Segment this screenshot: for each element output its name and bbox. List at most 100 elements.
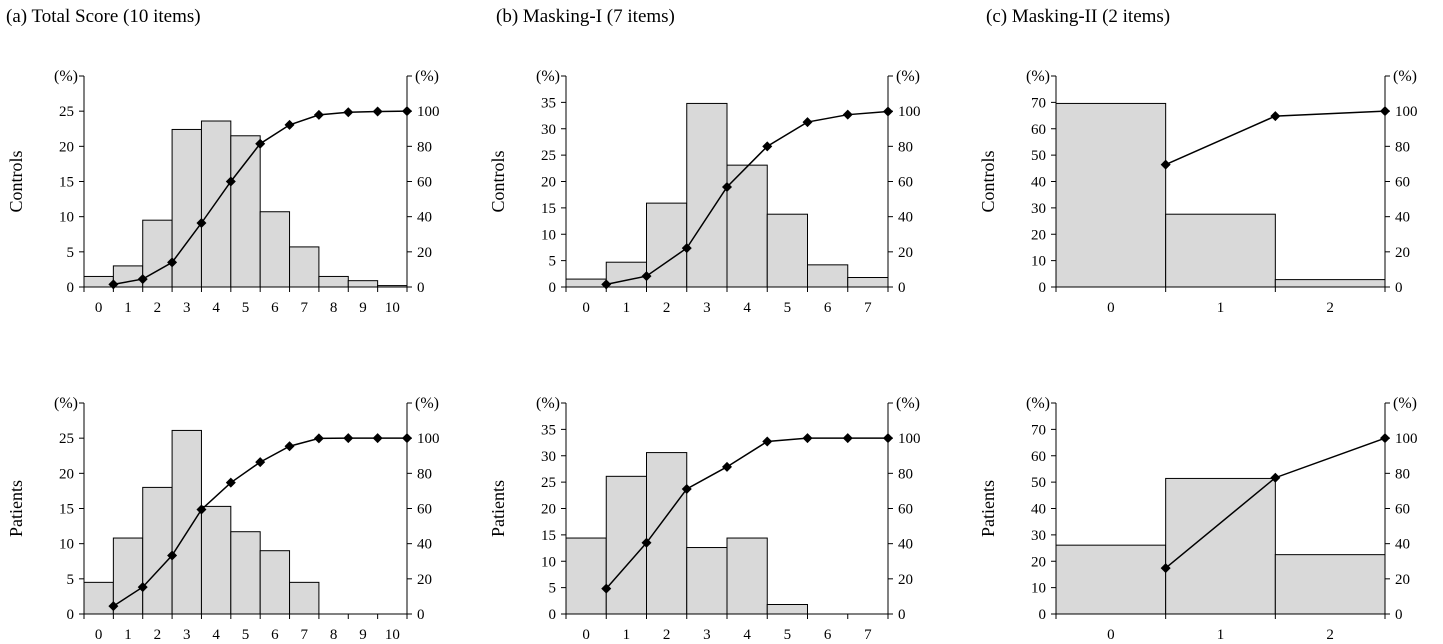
chart-b-patients-xtick-label-4: 4 bbox=[743, 627, 751, 643]
chart-b-patients-xtick-label-2: 2 bbox=[663, 627, 671, 643]
chart-c-patients-y2tick-label-100: 100 bbox=[1395, 431, 1418, 447]
chart-b-controls-cumulative-line bbox=[606, 110, 889, 286]
chart-c-controls-ytick-label-20: 20 bbox=[1031, 227, 1046, 243]
chart-a-patients-xtick-label-0: 0 bbox=[95, 627, 103, 643]
chart-a-controls-xtick-label-0: 0 bbox=[95, 300, 103, 316]
chart-a-patients-cumulative-point-9 bbox=[372, 433, 383, 444]
chart-b-patients-cumulative-point-6 bbox=[842, 433, 853, 444]
chart-a-controls-cumulative-point-6 bbox=[284, 119, 295, 130]
chart-b-controls-bar-6 bbox=[807, 264, 849, 288]
chart-b-patients-cumulative-line bbox=[605, 437, 888, 590]
chart-a-patients-xtick-label-7: 7 bbox=[300, 627, 308, 643]
chart-a-controls-ytick-label-10: 10 bbox=[59, 210, 74, 226]
chart-c-patients-xtick-label-2: 2 bbox=[1326, 627, 1334, 643]
chart-b-patients-cumulative-point-3 bbox=[722, 461, 732, 472]
chart-c-controls-bar-0 bbox=[1055, 102, 1167, 288]
chart-b-patients-ytick-label-15: 15 bbox=[541, 528, 556, 544]
chart-a-controls-cumulative-point-3 bbox=[196, 217, 207, 228]
chart-a-patients-y2tick-label-100: 100 bbox=[417, 431, 440, 447]
chart-b-patients-y2tick-label-100: 100 bbox=[898, 431, 921, 447]
chart-a-controls-xtick-label-4: 4 bbox=[212, 300, 220, 316]
chart-a-patients-cumulative-point-5 bbox=[255, 457, 266, 468]
chart-b-patients-xtick-label-5: 5 bbox=[784, 627, 792, 643]
chart-a-controls-right-unit-label: (%) bbox=[415, 68, 439, 85]
chart-a-patients-y2tick-label-20: 20 bbox=[417, 572, 432, 588]
chart-a-controls-xtick-label-1: 1 bbox=[124, 300, 132, 316]
chart-c-patients-ylabel: Patients bbox=[978, 480, 998, 537]
chart-a-controls-y2tick-label-40: 40 bbox=[417, 210, 432, 226]
chart-a-patients-xtick-label-3: 3 bbox=[183, 627, 191, 643]
chart-a-patients-bar-6 bbox=[259, 550, 291, 615]
chart-b-controls-bar-2 bbox=[646, 202, 688, 288]
chart-b-patients-xtick-label-6: 6 bbox=[824, 627, 832, 643]
chart-c-patients-right-unit-label: (%) bbox=[1393, 395, 1417, 412]
chart-c-patients-ytick-label-60: 60 bbox=[1031, 449, 1046, 465]
chart-b-patients-xtick-label-3: 3 bbox=[703, 627, 711, 643]
chart-b-controls-left-unit-label: (%) bbox=[536, 68, 560, 85]
chart-a-controls-xtick-label-3: 3 bbox=[183, 300, 191, 316]
chart-b-patients-y2tick-label-40: 40 bbox=[898, 537, 913, 553]
chart-b-controls-cumulative-point-4 bbox=[762, 141, 773, 152]
chart-b-patients-cumulative-point-1 bbox=[641, 537, 652, 548]
chart-a-controls-bar-9 bbox=[347, 280, 379, 288]
panel-title-c: (c) Masking-II (2 items) bbox=[986, 6, 1171, 27]
chart-c-patients-bar-0 bbox=[1055, 544, 1167, 615]
chart-c-patients-left-unit-label: (%) bbox=[1026, 395, 1050, 412]
chart-c-controls-right-unit-label: (%) bbox=[1393, 68, 1417, 85]
chart-b-patients-bar-3 bbox=[686, 547, 728, 615]
chart-b-controls-bar-0 bbox=[565, 278, 607, 288]
chart-b-patients-ytick-label-0: 0 bbox=[549, 607, 557, 623]
chart-a-controls-cumulative-point-1 bbox=[137, 274, 148, 285]
chart-b-patients-cumulative-point-7 bbox=[883, 433, 893, 444]
chart-a-controls-bar-4 bbox=[200, 120, 232, 288]
chart-b-controls-y2tick-label-40: 40 bbox=[898, 210, 913, 226]
chart-c-controls-xtick-label-2: 2 bbox=[1326, 300, 1334, 316]
chart-c-patients-y2tick-label-80: 80 bbox=[1395, 466, 1410, 482]
chart-b-controls-ytick-label-0: 0 bbox=[549, 280, 557, 296]
chart-b-controls-cumulative-point-5 bbox=[802, 117, 813, 128]
chart-c-controls-ytick-label-60: 60 bbox=[1031, 122, 1046, 138]
chart-b-controls-y2tick-label-20: 20 bbox=[898, 245, 913, 261]
chart-b-patients-ytick-label-20: 20 bbox=[541, 502, 556, 518]
chart-c-controls-ytick-label-10: 10 bbox=[1031, 254, 1046, 270]
chart-c-patients-cumulative-point-1 bbox=[1270, 472, 1281, 483]
chart-c-patients-ytick-label-30: 30 bbox=[1031, 528, 1046, 544]
chart-a-patients-xtick-label-9: 9 bbox=[359, 627, 367, 643]
chart-b-patients-ylabel: Patients bbox=[488, 480, 508, 537]
chart-b-controls-xtick-label-7: 7 bbox=[864, 300, 872, 316]
chart-b-controls-ytick-label-25: 25 bbox=[541, 148, 556, 164]
chart-a-patients-xtick-label-1: 1 bbox=[124, 627, 132, 643]
chart-a-patients-ytick-label-20: 20 bbox=[59, 466, 74, 482]
chart-a-patients-xtick-label-2: 2 bbox=[154, 627, 162, 643]
chart-b-controls-xtick-label-4: 4 bbox=[743, 300, 751, 316]
chart-c-controls-y2tick-label-0: 0 bbox=[1395, 280, 1403, 296]
chart-b-controls-cumulative-point-2 bbox=[681, 243, 692, 254]
chart-a-patients-ylabel: Patients bbox=[6, 480, 26, 537]
chart-a-controls-left-unit-label: (%) bbox=[54, 68, 78, 85]
chart-c-controls-left-unit-label: (%) bbox=[1026, 68, 1050, 85]
chart-b-patients-y2tick-label-80: 80 bbox=[898, 466, 913, 482]
chart-a-controls-xtick-label-8: 8 bbox=[330, 300, 338, 316]
chart-b-controls-ytick-label-10: 10 bbox=[541, 227, 556, 243]
chart-b-controls-xtick-label-1: 1 bbox=[623, 300, 631, 316]
chart-a-patients-xtick-label-10: 10 bbox=[385, 627, 400, 643]
chart-c-patients-y2tick-label-0: 0 bbox=[1395, 607, 1403, 623]
chart-b-patients-bar-1 bbox=[605, 475, 647, 615]
chart-b-patients-y2tick-label-0: 0 bbox=[898, 607, 906, 623]
chart-a-controls-cumulative-point-2 bbox=[167, 257, 178, 268]
chart-a-controls-y2tick-label-60: 60 bbox=[417, 175, 432, 191]
chart-b-controls-y2tick-label-100: 100 bbox=[898, 104, 921, 120]
chart-b-patients-y2tick-label-60: 60 bbox=[898, 502, 913, 518]
chart-c-controls-bar-1 bbox=[1165, 213, 1276, 288]
chart-c-patients-bar-1 bbox=[1165, 477, 1276, 615]
chart-b-patients-y2tick-label-20: 20 bbox=[898, 572, 913, 588]
chart-a-patients-xtick-label-5: 5 bbox=[242, 627, 250, 643]
chart-a-controls-cumulative-point-0 bbox=[108, 279, 119, 290]
chart-b-controls-xtick-label-5: 5 bbox=[784, 300, 792, 316]
chart-c-patients-xtick-label-1: 1 bbox=[1217, 627, 1225, 643]
chart-a-controls-cumulative-point-5 bbox=[255, 138, 266, 149]
chart-a-controls-y2tick-label-20: 20 bbox=[417, 245, 432, 261]
chart-b-controls-xtick-label-6: 6 bbox=[824, 300, 832, 316]
chart-a-patients-y2tick-label-60: 60 bbox=[417, 502, 432, 518]
